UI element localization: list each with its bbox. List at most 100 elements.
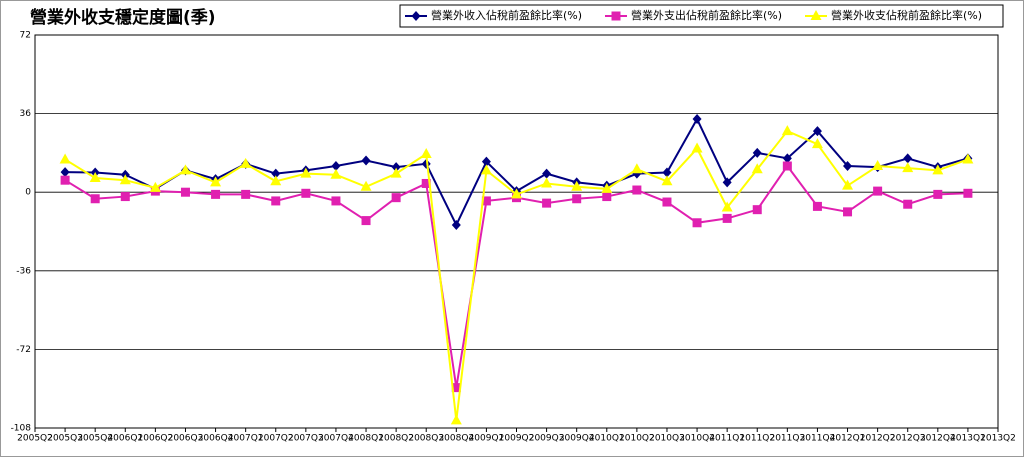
data-point: [119, 174, 131, 185]
data-point: [420, 147, 432, 158]
data-point: [391, 193, 401, 203]
data-point: [812, 126, 822, 137]
data-point: [271, 168, 281, 179]
chart-title: 營業外收支穩定度圖(季): [30, 7, 216, 28]
data-point: [631, 163, 643, 174]
data-point: [721, 201, 733, 212]
x-tick-label: 2006Q4: [198, 434, 234, 444]
data-point: [691, 142, 703, 153]
y-tick-label: 0: [25, 188, 31, 198]
x-tick-label: 2008Q4: [438, 434, 474, 444]
data-point: [241, 189, 251, 199]
data-point: [963, 188, 973, 198]
data-point: [300, 167, 312, 178]
data-point: [872, 160, 884, 170]
data-point: [873, 186, 883, 196]
data-point: [511, 188, 522, 199]
data-point: [722, 177, 732, 188]
data-point: [179, 164, 191, 175]
y-tick-label: -108: [11, 424, 32, 434]
x-tick-label: 2006Q1: [107, 434, 143, 444]
x-tick-label: 2008Q1: [348, 434, 384, 444]
legend-label: 營業外收支佔稅前盈餘比率(%): [831, 8, 982, 22]
data-point: [451, 219, 461, 230]
data-point: [962, 153, 974, 164]
x-tick-label: 2005Q2: [17, 434, 53, 444]
data-point: [240, 157, 252, 168]
x-tick-label: 2007Q2: [258, 434, 294, 444]
legend-marker: [411, 11, 421, 21]
x-tick-label: 2011Q1: [709, 434, 745, 444]
data-point: [662, 167, 672, 178]
data-point: [542, 168, 552, 179]
data-point: [331, 196, 341, 206]
data-point: [541, 177, 553, 188]
data-point: [90, 194, 100, 204]
data-point: [903, 153, 913, 164]
data-point: [59, 153, 71, 164]
data-point: [60, 175, 70, 185]
data-point: [601, 182, 613, 193]
data-point: [211, 189, 221, 199]
data-point: [360, 180, 372, 191]
data-point: [451, 383, 461, 393]
data-point: [903, 199, 913, 209]
x-tick-label: 2007Q1: [228, 434, 264, 444]
x-tick-label: 2009Q1: [469, 434, 505, 444]
x-tick-label: 2009Q3: [529, 434, 565, 444]
data-point: [843, 161, 853, 171]
x-tick-label: 2009Q2: [499, 434, 535, 444]
data-point: [542, 198, 552, 208]
data-point: [481, 196, 491, 206]
data-point: [331, 161, 341, 171]
x-tick-label: 2013Q2: [980, 434, 1016, 444]
data-point: [781, 125, 793, 136]
x-tick-label: 2010Q4: [679, 434, 715, 444]
data-point: [752, 147, 762, 158]
data-point: [120, 192, 130, 202]
x-tick-label: 2006Q3: [168, 434, 204, 444]
legend-label: 營業外收入佔稅前盈餘比率(%): [431, 8, 582, 22]
plot-area: [34, 34, 999, 429]
data-point: [210, 176, 222, 187]
data-point: [301, 188, 311, 198]
data-point: [421, 178, 431, 188]
data-point: [692, 218, 702, 228]
data-point: [692, 114, 702, 125]
data-point: [811, 138, 823, 149]
data-point: [751, 163, 763, 174]
x-tick-label: 2007Q3: [288, 434, 324, 444]
data-point: [932, 164, 944, 175]
y-tick-label: 36: [20, 109, 32, 119]
data-point: [752, 205, 762, 215]
data-point: [602, 192, 612, 202]
data-point: [361, 216, 371, 226]
data-point: [270, 175, 282, 186]
x-tick-label: 2008Q3: [408, 434, 444, 444]
data-point: [842, 179, 854, 190]
legend-marker: [611, 11, 621, 21]
data-point: [361, 155, 371, 166]
x-tick-label: 2008Q2: [378, 434, 414, 444]
x-tick-label: 2011Q2: [739, 434, 775, 444]
data-point: [180, 187, 190, 197]
data-point: [481, 156, 491, 167]
x-tick-label: 2013Q1: [950, 434, 986, 444]
data-point: [390, 167, 402, 178]
data-point: [391, 162, 401, 173]
data-point: [843, 207, 853, 217]
x-tick-label: 2006Q2: [138, 434, 174, 444]
y-tick-label: -36: [16, 266, 31, 276]
x-tick-label: 2005Q4: [77, 434, 113, 444]
x-tick-label: 2007Q4: [318, 434, 354, 444]
data-point: [812, 201, 822, 211]
data-point: [480, 164, 492, 175]
data-point: [571, 180, 583, 191]
data-point: [933, 189, 943, 199]
x-tick-label: 2012Q3: [890, 434, 926, 444]
x-tick-label: 2010Q3: [649, 434, 685, 444]
x-tick-label: 2012Q2: [860, 434, 896, 444]
x-tick-label: 2011Q3: [769, 434, 805, 444]
data-point: [782, 153, 792, 164]
